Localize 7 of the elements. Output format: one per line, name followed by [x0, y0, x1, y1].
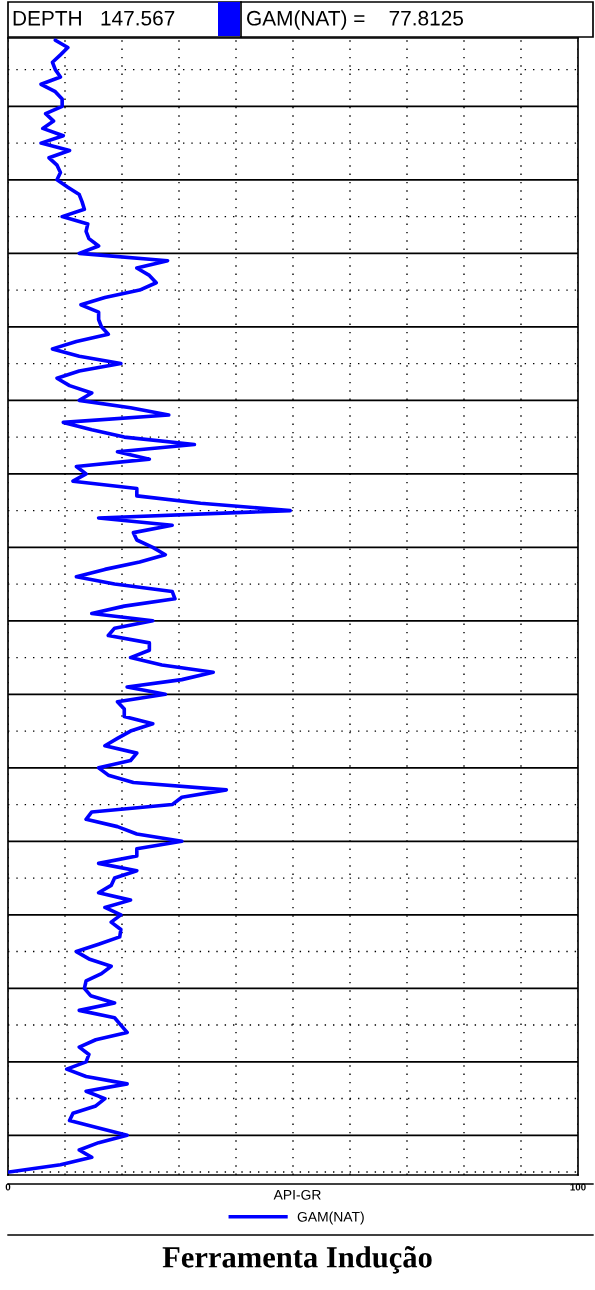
text: DEPTH 147.567	[13, 10, 175, 26]
x-tick-label: 0	[5, 1183, 11, 1191]
legend-label: GAM(NAT)	[297, 1211, 364, 1225]
x-axis-title: API-GR	[273, 1189, 321, 1200]
x-tick-label: 100	[570, 1183, 586, 1191]
text: GAM(NAT) = 77.8125	[247, 10, 463, 30]
text: Ferramenta Indução	[162, 1246, 432, 1274]
